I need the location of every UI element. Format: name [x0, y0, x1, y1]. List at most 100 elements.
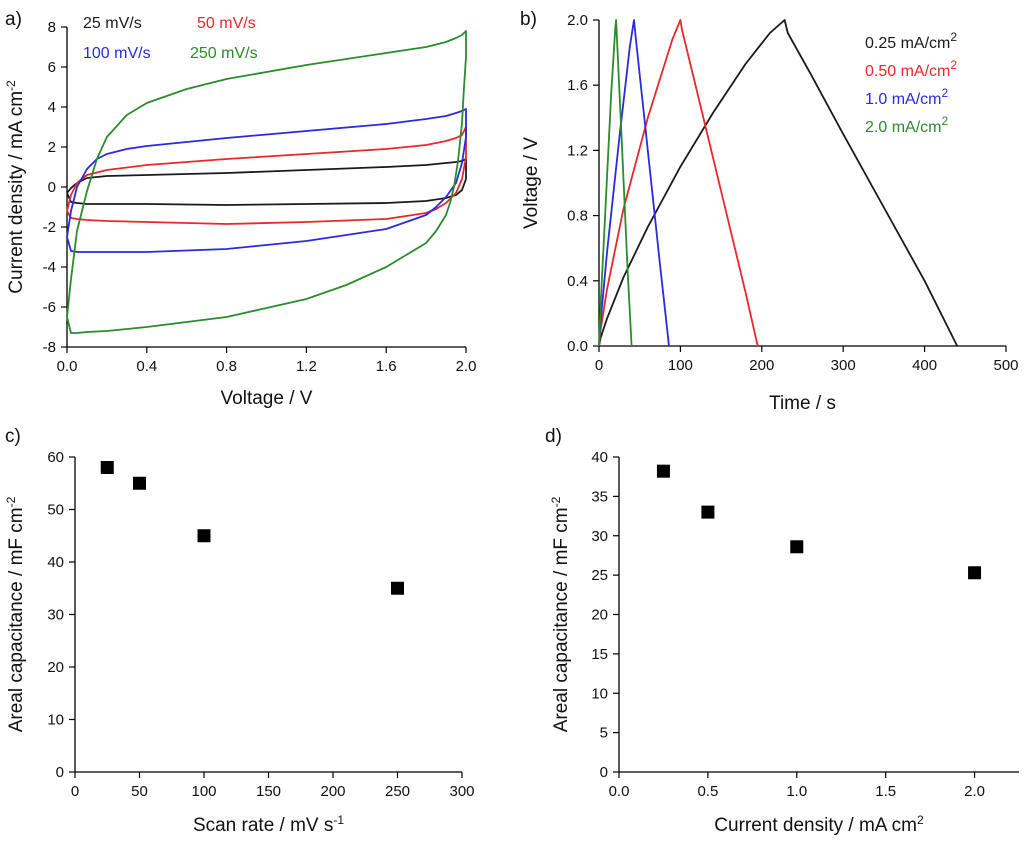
- legend-entry-text: 2.0 mA/cm: [865, 119, 941, 136]
- y-tick-label: 0.8: [567, 208, 588, 225]
- y-tick-label-text: 20: [591, 607, 608, 624]
- data-point: [968, 566, 982, 580]
- y-tick-label-text: 0.0: [567, 338, 588, 355]
- series-line: [598, 19, 633, 347]
- y-tick-label-text: -8: [43, 339, 56, 356]
- y-tick-label-text: 35: [591, 488, 608, 505]
- legend-entry-text: 0.25 mA/cm: [865, 35, 950, 52]
- y-tick-label-text: 30: [591, 528, 608, 545]
- y-tick-label: 8: [48, 19, 56, 36]
- x-axis-title: Time / s: [769, 393, 836, 414]
- y-axis-title-text: Voltage / V: [521, 137, 542, 229]
- x-tick-label: 300: [449, 783, 474, 800]
- x-axis-title-text: Scan rate / mV s: [193, 815, 333, 836]
- legend-entry: 250 mV/s: [190, 45, 258, 62]
- x-tick-label: 500: [993, 357, 1018, 374]
- x-tick-label-text: 400: [912, 357, 937, 374]
- y-axis-title-sup: -2: [549, 496, 563, 507]
- x-tick-label-text: 300: [831, 357, 856, 374]
- y-tick-label: -4: [43, 259, 56, 276]
- panel-label: a): [5, 9, 22, 30]
- legend-entry-sup: 2: [941, 86, 948, 100]
- x-tick-label: 150: [256, 783, 281, 800]
- y-tick-label-text: 20: [47, 659, 64, 676]
- x-tick-label-text: 2.0: [964, 783, 985, 800]
- y-tick-label-text: 10: [47, 712, 64, 729]
- y-tick-label-text: 6: [48, 59, 56, 76]
- y-tick-label-text: 0.8: [567, 208, 588, 225]
- x-tick-label-text: 100: [668, 357, 693, 374]
- y-tick-label-text: 30: [47, 607, 64, 624]
- x-tick-label: 50: [131, 783, 148, 800]
- y-tick-label: -8: [43, 339, 56, 356]
- x-tick-label: 1.2: [296, 358, 317, 375]
- series-line: [598, 19, 759, 347]
- y-tick-label-text: 10: [591, 685, 608, 702]
- y-tick-label: 35: [591, 488, 608, 505]
- x-axis-title: Voltage / V: [221, 388, 313, 409]
- y-axis-title-sup: -2: [4, 496, 18, 507]
- y-axis-title: Areal capacitance / mF cm-2: [4, 496, 27, 732]
- y-tick-label-text: 25: [591, 567, 608, 584]
- legend-entry-text: 50 mV/s: [197, 15, 256, 32]
- y-tick-label: 30: [591, 528, 608, 545]
- x-tick-label: 0.8: [216, 358, 237, 375]
- y-tick-label: 1.6: [567, 77, 588, 94]
- x-tick-label: 0.0: [609, 783, 630, 800]
- panel-label: b): [520, 9, 537, 30]
- x-tick-label: 400: [912, 357, 937, 374]
- y-tick-label: 0: [600, 764, 608, 781]
- x-tick-label: 0.5: [697, 783, 718, 800]
- panel-label: d): [545, 426, 562, 447]
- legend-entry-text: 100 mV/s: [83, 45, 151, 62]
- x-tick-label: 1.6: [376, 358, 397, 375]
- x-axis-title-text: Current density / mA cm: [714, 815, 917, 836]
- y-tick-label-text: 2.0: [567, 12, 588, 29]
- x-axis-title: Current density / mA cm2: [714, 813, 924, 836]
- y-axis-title: Voltage / V: [521, 137, 542, 229]
- y-tick-label-text: 1.2: [567, 142, 588, 159]
- y-tick-label: 0: [56, 764, 64, 781]
- y-tick-label-text: 50: [47, 502, 64, 519]
- x-tick-label: 100: [191, 783, 216, 800]
- y-tick-label-text: 8: [48, 19, 56, 36]
- y-tick-label-text: -2: [43, 219, 56, 236]
- x-tick-label: 1.5: [875, 783, 896, 800]
- legend-entry-sup: 2: [941, 114, 948, 128]
- y-axis-title-text: Current density / mA cm: [6, 91, 27, 294]
- x-tick-label: 300: [831, 357, 856, 374]
- x-tick-label-text: 1.0: [786, 783, 807, 800]
- y-tick-label: 40: [47, 554, 64, 571]
- legend-entry-text: 25 mV/s: [83, 15, 142, 32]
- y-tick-label: 10: [591, 685, 608, 702]
- x-tick-label-text: 150: [256, 783, 281, 800]
- x-axis-title: Scan rate / mV s-1: [193, 813, 344, 836]
- y-tick-label-text: 15: [591, 646, 608, 663]
- y-tick-label-text: -4: [43, 259, 56, 276]
- y-tick-label: 40: [591, 449, 608, 466]
- x-tick-label-text: 500: [993, 357, 1018, 374]
- series-line: [66, 108, 467, 253]
- y-tick-label: 2.0: [567, 12, 588, 29]
- y-tick-label-text: 0: [56, 764, 64, 781]
- x-tick-label-text: 0: [595, 357, 603, 374]
- x-tick-label: 1.0: [786, 783, 807, 800]
- x-axis-title-sup: 2: [917, 813, 924, 827]
- x-tick-label-text: 1.6: [376, 358, 397, 375]
- x-tick-label: 2.0: [964, 783, 985, 800]
- series-line: [66, 30, 467, 334]
- x-tick-label-text: 300: [449, 783, 474, 800]
- panel-label-text: a): [5, 9, 22, 30]
- y-tick-label: 1.2: [567, 142, 588, 159]
- panel-label-text: b): [520, 9, 537, 30]
- y-tick-label-text: 1.6: [567, 77, 588, 94]
- legend-entry: 1.0 mA/cm2: [865, 86, 948, 108]
- series-line: [66, 126, 467, 225]
- legend-entry: 0.25 mA/cm2: [865, 30, 957, 52]
- x-axis-title-text: Time / s: [769, 393, 836, 414]
- x-tick-label-text: 0.0: [57, 358, 78, 375]
- panel-label-text: c): [5, 426, 21, 447]
- data-point: [197, 529, 211, 543]
- y-tick-label: 20: [47, 659, 64, 676]
